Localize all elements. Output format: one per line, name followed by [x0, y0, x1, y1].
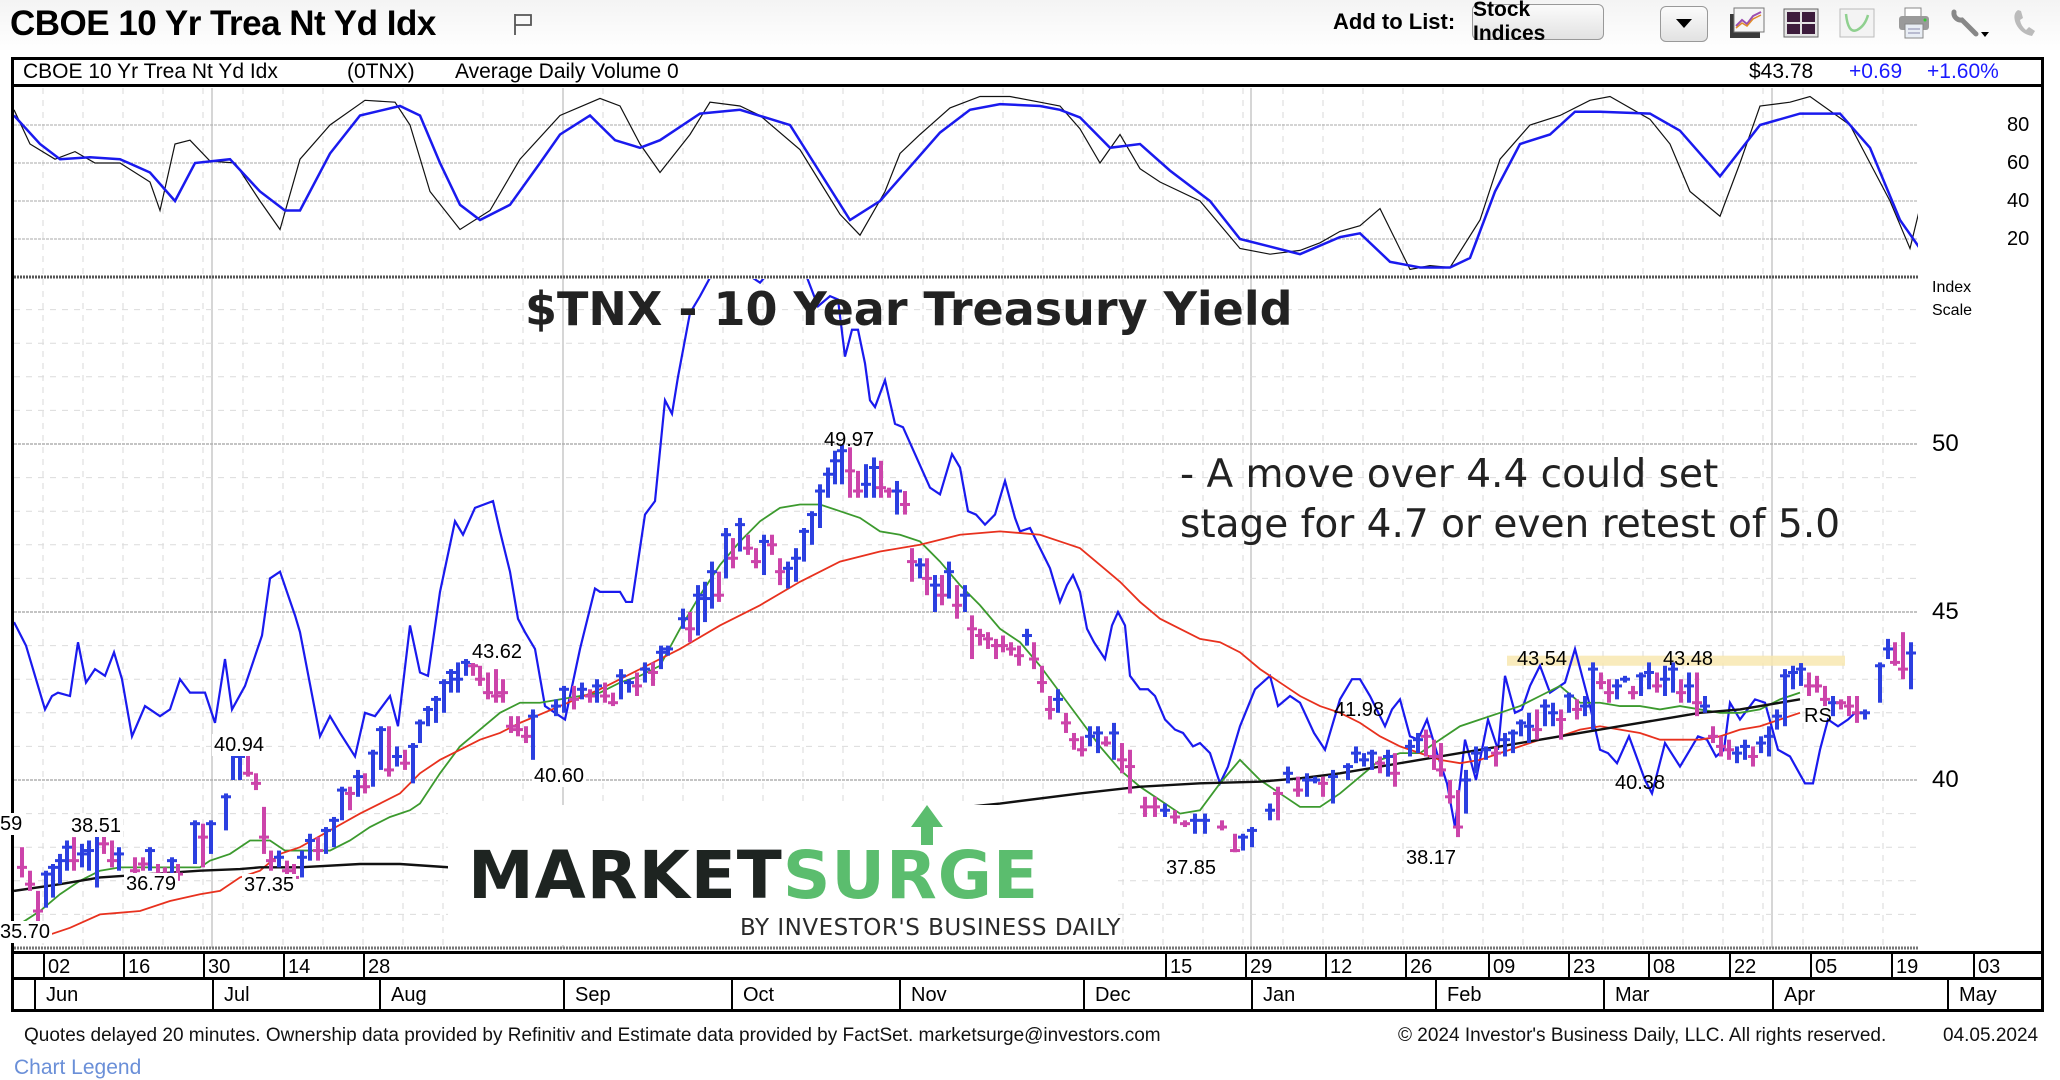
footer-copyright: © 2024 Investor's Business Daily, LLC. A…	[1398, 1025, 1887, 1046]
x-axis-day-tick: 23	[1568, 954, 1595, 980]
x-axis-day-tick: 03	[1973, 954, 2000, 980]
x-axis-month-label: Aug	[379, 980, 427, 1010]
caret-down-icon	[1676, 19, 1692, 28]
chart-style-icon[interactable]	[1728, 6, 1766, 40]
x-axis-month-label: Jul	[212, 980, 250, 1010]
osc-axis-40: 40	[2007, 190, 2030, 212]
x-axis-day-tick: 16	[123, 954, 150, 980]
average-volume: Average Daily Volume 0	[455, 60, 679, 83]
x-axis-day-tick: 02	[43, 954, 70, 980]
x-axis-day-tick: 05	[1810, 954, 1837, 980]
x-axis-day-tick: 30	[203, 954, 230, 980]
footer-disclaimer: Quotes delayed 20 minutes. Ownership dat…	[24, 1025, 1161, 1046]
logo-byline: BY INVESTOR'S BUSINESS DAILY	[740, 915, 1121, 941]
stock-list-button[interactable]: Stock Indices	[1472, 0, 1604, 45]
x-axis-day-tick: 19	[1891, 954, 1918, 980]
logo-market: MARKET	[468, 837, 783, 914]
x-axis-month-label: May	[1947, 980, 1997, 1010]
price-label: 43.54	[1517, 648, 1568, 670]
x-axis-month-label: Sep	[563, 980, 611, 1010]
chart-annotation-title: $TNX - 10 Year Treasury Yield	[525, 282, 1293, 336]
price-axis-45: 45	[1932, 598, 1959, 625]
price-label: 36.79	[124, 873, 179, 895]
price-axis-40: 40	[1932, 766, 1959, 793]
x-axis-day-tick: 08	[1648, 954, 1675, 980]
chart-annotation-note-2: stage for 4.7 or even retest of 5.0	[1180, 502, 1841, 547]
price-label: 49.97	[824, 429, 875, 451]
footer-date: 04.05.2024	[1943, 1025, 2039, 1046]
add-to-list-label: Add to List:	[1333, 9, 1456, 34]
chart-symbol: (0TNX)	[347, 60, 415, 83]
price-label: 40.60	[532, 765, 587, 787]
price-label: 40.38	[1615, 772, 1666, 794]
price-label: 37.35	[242, 874, 297, 896]
price-label: 35.70	[0, 921, 53, 943]
x-axis-month-label: Jan	[1251, 980, 1295, 1010]
price-label: 37.85	[1166, 857, 1217, 879]
flag-icon[interactable]	[512, 12, 534, 36]
marketsurge-logo: MARKETSURGE BY INVESTOR'S BUSINESS DAILY	[448, 805, 1121, 945]
x-axis-day-ticks: 02 16 30 14 28 15 29 12 26 09 23 08 22 05 19 03	[14, 951, 2041, 980]
x-axis-day-tick: 28	[363, 954, 390, 980]
x-axis-day-tick: 09	[1488, 954, 1515, 980]
x-axis-months: Jun Jul Aug Sep Oct Nov Dec Jan Feb Mar Apr May	[14, 980, 2041, 1012]
x-axis-month-label: Mar	[1603, 980, 1649, 1010]
chart-annotation-note-1: - A move over 4.4 could set	[1180, 452, 1719, 497]
chart-legend-link[interactable]: Chart Legend	[14, 1056, 142, 1079]
price-label: 40.94	[212, 734, 267, 756]
up-arrow-icon	[911, 805, 943, 845]
line-chart-icon[interactable]	[1838, 6, 1876, 40]
price-label: 38.17	[1406, 847, 1457, 869]
x-axis-month-label: Dec	[1083, 980, 1131, 1010]
index-scale-label-1: Index	[1932, 279, 1972, 296]
list-dropdown-button[interactable]	[1660, 6, 1708, 42]
last-price: $43.78	[1749, 60, 1814, 83]
x-axis-day-tick: 29	[1245, 954, 1272, 980]
x-axis-month-label: Feb	[1435, 980, 1481, 1010]
price-change: +0.69	[1849, 60, 1903, 83]
osc-axis-20: 20	[2007, 228, 2030, 250]
price-label: 41.98	[1334, 699, 1385, 721]
price-change-percent: +1.60%	[1927, 60, 1999, 83]
price-axis-50: 50	[1932, 430, 1959, 457]
logo-surge: SURGE	[782, 837, 1040, 914]
price-label: 38.51	[69, 815, 124, 837]
index-scale-label-2: Scale	[1932, 302, 1973, 319]
x-axis-day-tick: 15	[1165, 954, 1192, 980]
phone-icon[interactable]	[2010, 6, 2040, 40]
wrench-settings-icon[interactable]	[1948, 6, 1992, 40]
chart-security-name: CBOE 10 Yr Trea Nt Yd Idx	[23, 60, 278, 83]
layout-grid-icon[interactable]	[1782, 6, 1820, 40]
x-axis-month-label: Jun	[34, 980, 78, 1010]
x-axis-month-label: Oct	[731, 980, 774, 1010]
x-axis-day-tick: 26	[1405, 954, 1432, 980]
rs-line-label: RS	[1804, 705, 1832, 727]
x-axis-day-tick: 12	[1325, 954, 1352, 980]
page-title: CBOE 10 Yr Trea Nt Yd Idx	[10, 4, 436, 43]
top-toolbar	[0, 0, 2060, 52]
x-axis-month-label: Nov	[899, 980, 947, 1010]
print-icon[interactable]	[1895, 6, 1933, 40]
price-label: 43.48	[1663, 648, 1714, 670]
x-axis-day-tick: 14	[283, 954, 310, 980]
chart-header: CBOE 10 Yr Trea Nt Yd Idx (0TNX) Average…	[14, 60, 2041, 87]
osc-axis-80: 80	[2007, 114, 2030, 136]
price-label: 43.62	[470, 641, 525, 663]
chart-frame	[11, 57, 2044, 1012]
osc-axis-60: 60	[2007, 152, 2030, 174]
x-axis-day-tick: 22	[1729, 954, 1756, 980]
price-label: 59	[0, 813, 25, 835]
x-axis-month-label: Apr	[1772, 980, 1815, 1010]
